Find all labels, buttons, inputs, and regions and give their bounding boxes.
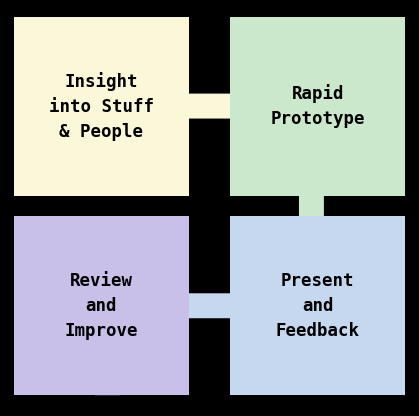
- Text: Present
and
Feedback: Present and Feedback: [276, 272, 360, 340]
- Text: Review
and
Improve: Review and Improve: [65, 272, 138, 340]
- Polygon shape: [85, 83, 293, 129]
- Text: Insight
into Stuff
& People: Insight into Stuff & People: [49, 72, 154, 141]
- Polygon shape: [289, 196, 334, 337]
- FancyBboxPatch shape: [230, 17, 405, 196]
- FancyBboxPatch shape: [14, 216, 189, 395]
- FancyBboxPatch shape: [14, 17, 189, 196]
- Polygon shape: [126, 285, 230, 327]
- Text: Rapid
Prototype: Rapid Prototype: [270, 84, 365, 128]
- Polygon shape: [80, 216, 134, 395]
- FancyBboxPatch shape: [230, 216, 405, 395]
